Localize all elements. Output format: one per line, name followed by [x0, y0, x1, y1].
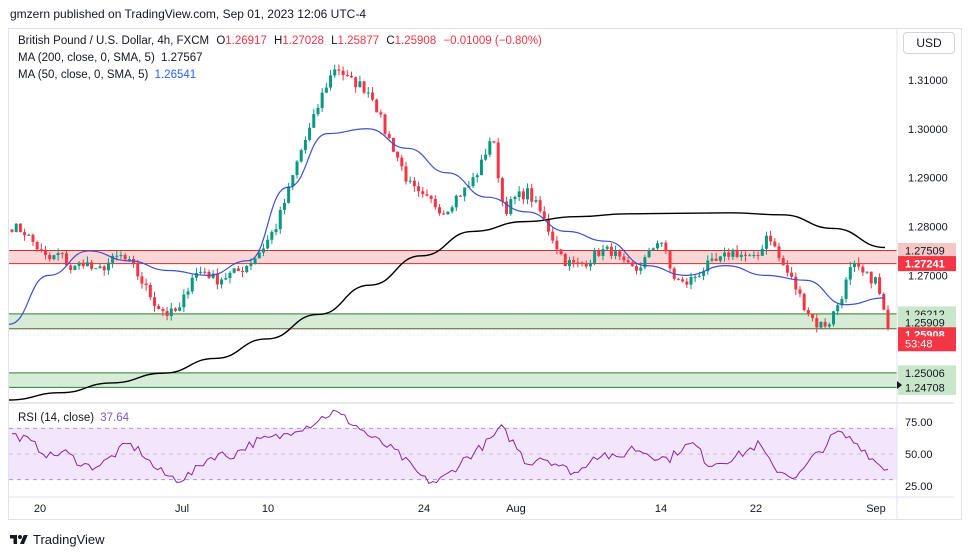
low-value: 1.25877: [337, 35, 380, 47]
high-label: H: [274, 35, 283, 47]
rsi-legend[interactable]: RSI (14, close) 37.64: [18, 412, 129, 424]
footer-brand: TradingView: [33, 532, 105, 547]
publisher-caption: gmzern published on TradingView.com, Sep…: [10, 7, 366, 21]
ma200-label: MA (200, close, 0, SMA, 5): [18, 52, 155, 64]
tradingview-footer[interactable]: TradingView: [10, 532, 105, 547]
chart-frame: [8, 28, 962, 520]
open-label: O: [216, 35, 226, 47]
symbol-legend[interactable]: British Pound / U.S. Dollar, 4h, FXCM O1…: [18, 35, 542, 47]
tradingview-logo-icon: [10, 534, 28, 544]
close-value: 1.25908: [394, 35, 437, 47]
ma50-value: 1.26541: [154, 69, 197, 81]
rsi-value: 37.64: [100, 412, 130, 424]
symbol-name: British Pound / U.S. Dollar, 4h, FXCM: [18, 35, 210, 47]
open-value: 1.26917: [225, 35, 267, 47]
currency-button[interactable]: USD: [903, 32, 955, 54]
rsi-label: RSI (14, close): [18, 412, 95, 424]
ma200-legend[interactable]: MA (200, close, 0, SMA, 5) 1.27567: [18, 52, 203, 64]
ma50-legend[interactable]: MA (50, close, 0, SMA, 5) 1.26541: [18, 69, 196, 81]
ma50-label: MA (50, close, 0, SMA, 5): [18, 69, 149, 81]
change-value: −0.01009 (−0.80%): [443, 35, 542, 47]
low-label: L: [331, 35, 338, 47]
close-label: C: [386, 35, 395, 47]
ma200-value: 1.27567: [160, 52, 203, 64]
high-value: 1.27028: [282, 35, 324, 47]
